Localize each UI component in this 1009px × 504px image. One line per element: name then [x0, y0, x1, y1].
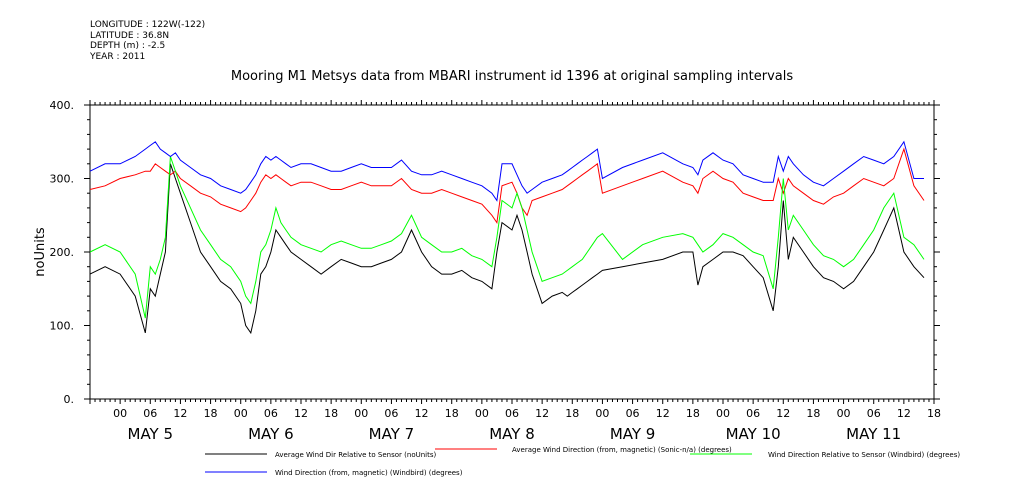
- x-hour-label: 12: [294, 407, 308, 420]
- y-tick-label: 400.: [50, 99, 75, 112]
- x-hour-label: 18: [686, 407, 700, 420]
- x-hour-label: 12: [776, 407, 790, 420]
- y-tick-label: 300.: [50, 173, 75, 186]
- x-hour-label: 12: [415, 407, 429, 420]
- x-hour-label: 12: [173, 407, 187, 420]
- legend: Average Wind Dir Relative to Sensor (noU…: [205, 446, 960, 477]
- series-line-3: [89, 156, 925, 319]
- series-line-2: [89, 147, 925, 224]
- legend-label-1: Average Wind Dir Relative to Sensor (noU…: [275, 451, 436, 459]
- x-hour-label: 06: [626, 407, 640, 420]
- x-day-label: MAY 9: [610, 425, 656, 443]
- y-tick-label: 100.: [50, 320, 75, 333]
- y-axis: 0. 100. 200. 300. 400.: [50, 99, 940, 406]
- legend-label-4: Wind Direction (from, magnetic) (Windbir…: [275, 469, 463, 477]
- x-hour-label: 00: [595, 407, 609, 420]
- longitude-label: LONGITUDE : 122W(-122): [90, 20, 206, 30]
- year-label: YEAR : 2011: [90, 51, 146, 62]
- x-day-label: MAY 10: [726, 425, 781, 443]
- series-line-4: [89, 140, 924, 202]
- x-hour-label: 18: [204, 407, 218, 420]
- series-line-1: [89, 163, 925, 335]
- x-hour-label: 18: [324, 407, 338, 420]
- series-group: [89, 140, 925, 335]
- latitude-label: LATITUDE : 36.8N: [90, 30, 170, 41]
- x-hour-label: 18: [565, 407, 579, 420]
- x-hour-label: 06: [505, 407, 519, 420]
- y-axis-label: noUnits: [33, 227, 48, 277]
- x-hour-label: 00: [234, 407, 248, 420]
- x-hour-label: 06: [867, 407, 881, 420]
- x-hour-label: 06: [746, 407, 760, 420]
- x-hour-label: 06: [143, 407, 157, 420]
- x-hour-label: 06: [264, 407, 278, 420]
- y-tick-label: 0.: [64, 393, 75, 406]
- x-day-label: MAY 8: [489, 425, 535, 443]
- x-day-label: MAY 11: [846, 425, 901, 443]
- x-hour-label: 18: [806, 407, 820, 420]
- x-day-label: MAY 6: [248, 425, 294, 443]
- x-hour-label: 12: [656, 407, 670, 420]
- x-axis: 00 06 12 18 00 06 12 18 00 06 12 18 00 06 12 18 00 06 12 18…: [89, 100, 941, 443]
- legend-label-2: Average Wind Direction (from, magnetic) …: [512, 446, 732, 454]
- chart-title: Mooring M1 Metsys data from MBARI instru…: [231, 69, 793, 84]
- x-day-label: MAY 7: [369, 425, 415, 443]
- x-hour-label: 00: [354, 407, 368, 420]
- depth-label: DEPTH (m) : -2.5: [90, 41, 166, 51]
- legend-label-3: Wind Direction Relative to Sensor (Windb…: [768, 451, 960, 459]
- x-hour-label: 00: [113, 407, 127, 420]
- x-hour-label: 18: [445, 407, 459, 420]
- x-hour-label: 06: [384, 407, 398, 420]
- metadata-block: LONGITUDE : 122W(-122) LATITUDE : 36.8N …: [90, 20, 205, 62]
- x-hour-label: 00: [716, 407, 730, 420]
- y-tick-label: 200.: [50, 246, 75, 259]
- plot-frame: [89, 104, 935, 400]
- x-hour-label: 00: [475, 407, 489, 420]
- x-hour-label: 00: [837, 407, 851, 420]
- x-hour-label: 12: [535, 407, 549, 420]
- x-hour-label: 12: [897, 407, 911, 420]
- x-hour-label: 18: [927, 407, 941, 420]
- x-day-label: MAY 5: [128, 425, 174, 443]
